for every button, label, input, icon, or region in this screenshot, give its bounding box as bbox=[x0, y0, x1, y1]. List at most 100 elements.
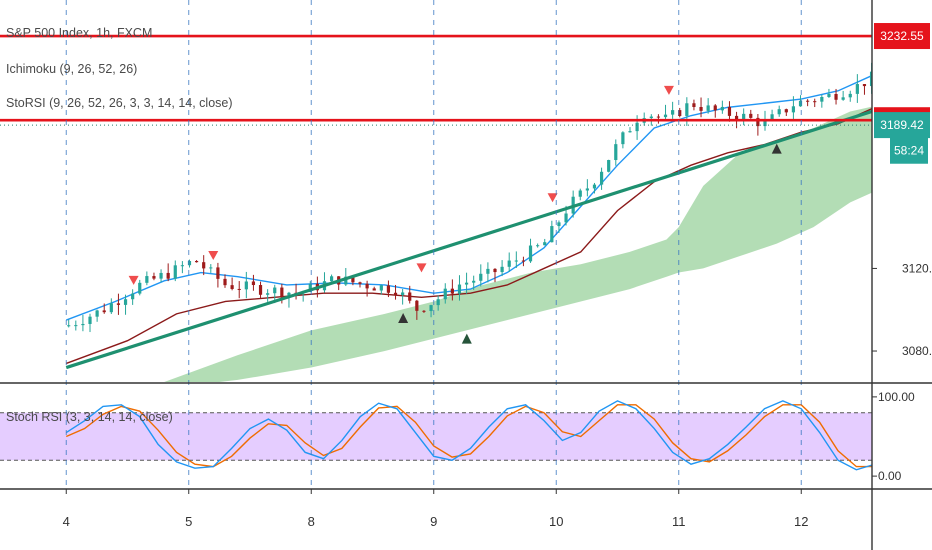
legend-stoch-rsi: Stoch RSI (3, 3, 14, 14, close) bbox=[6, 410, 173, 424]
candle-body bbox=[67, 325, 71, 327]
y-tick-label: 3120.00 bbox=[902, 261, 932, 275]
stoch-y-tick-label: 100.00 bbox=[878, 390, 915, 404]
candle-body bbox=[635, 122, 639, 132]
candle-body bbox=[436, 299, 440, 306]
x-tick-label: 10 bbox=[549, 514, 563, 529]
candle-body bbox=[855, 84, 859, 94]
candle-body bbox=[379, 285, 383, 291]
legend-ichimoku: Ichimoku (9, 26, 52, 26) bbox=[6, 62, 138, 76]
candle-body bbox=[891, 61, 894, 71]
candle-body bbox=[727, 106, 732, 116]
price-badge-label: 58:24 bbox=[894, 144, 924, 158]
x-tick-label: 11 bbox=[672, 514, 686, 529]
candle-body bbox=[692, 103, 696, 108]
legend-symbol: S&P 500 Index, 1h, FXCM bbox=[6, 26, 153, 40]
candle-body bbox=[813, 101, 817, 103]
x-tick-label: 4 bbox=[63, 514, 70, 529]
candle-body bbox=[848, 93, 852, 98]
candle-body bbox=[862, 84, 867, 87]
candle-body bbox=[820, 96, 824, 102]
candle-body bbox=[884, 71, 887, 73]
price-badge-label: 3232.55 bbox=[880, 29, 924, 43]
kijun-sen-line bbox=[66, 107, 872, 365]
buy-signal-marker bbox=[771, 143, 782, 154]
candle-body bbox=[699, 107, 703, 111]
stoch-y-tick-label: 0.00 bbox=[878, 469, 902, 483]
candle-body bbox=[450, 288, 454, 294]
sell-signal-marker bbox=[128, 275, 139, 285]
candle-body bbox=[720, 106, 724, 111]
candle-body bbox=[131, 293, 135, 300]
candle-body bbox=[344, 276, 348, 285]
candle-body bbox=[365, 283, 369, 289]
candle-body bbox=[145, 276, 149, 283]
candle-body bbox=[358, 282, 362, 284]
x-tick-label: 12 bbox=[794, 514, 808, 529]
candle-body bbox=[443, 288, 447, 300]
candle-body bbox=[88, 316, 92, 324]
price-badge bbox=[874, 23, 930, 50]
candle-body bbox=[869, 71, 872, 87]
candle-body bbox=[770, 114, 774, 121]
candle-body bbox=[834, 93, 838, 100]
candle-body bbox=[734, 115, 739, 120]
candle-body bbox=[429, 305, 433, 312]
candle-body bbox=[798, 100, 803, 107]
stoch-rsi-pane bbox=[0, 400, 872, 471]
stoch-d-line bbox=[65, 404, 872, 468]
legend-storsi: StoRSI (9, 26, 52, 26, 3, 3, 14, 14, clo… bbox=[6, 96, 233, 110]
candle-body bbox=[763, 120, 767, 127]
ascending-trendline bbox=[65, 109, 872, 370]
candle-body bbox=[749, 113, 753, 118]
candle-body bbox=[756, 117, 760, 127]
stoch-k-line bbox=[65, 400, 872, 471]
candle-body bbox=[578, 190, 582, 197]
sell-signal-marker bbox=[208, 251, 219, 261]
candle-body bbox=[123, 299, 128, 305]
candle-body bbox=[599, 171, 604, 185]
candle-body bbox=[393, 292, 398, 295]
candle-body bbox=[415, 300, 419, 311]
candle-body bbox=[422, 310, 426, 312]
sell-signal-marker bbox=[416, 263, 427, 273]
price-badge bbox=[890, 137, 928, 164]
candle-body bbox=[479, 273, 483, 281]
candle-body bbox=[521, 260, 526, 262]
candle-body bbox=[401, 292, 405, 295]
candle-body bbox=[180, 265, 184, 267]
candle-body bbox=[528, 245, 533, 262]
candle-body bbox=[173, 265, 177, 279]
candle-body bbox=[81, 323, 85, 326]
candle-body bbox=[116, 303, 121, 305]
candle-body bbox=[514, 260, 518, 262]
stoch-overbought-oversold-band bbox=[0, 412, 872, 461]
candle-body bbox=[706, 105, 710, 111]
candle-body bbox=[102, 310, 106, 313]
sell-signal-marker bbox=[915, 3, 925, 12]
candle-body bbox=[621, 132, 625, 145]
candle-body bbox=[486, 268, 490, 274]
candle-body bbox=[585, 188, 589, 191]
buy-signal-marker bbox=[461, 333, 472, 344]
candle-body bbox=[536, 245, 540, 247]
buy-signal-marker bbox=[398, 312, 409, 323]
candle-body bbox=[244, 281, 248, 290]
candle-body bbox=[500, 266, 504, 273]
x-tick-label: 5 bbox=[185, 514, 192, 529]
candle-body bbox=[372, 288, 376, 291]
candle-body bbox=[877, 72, 880, 73]
candle-body bbox=[230, 285, 234, 289]
candle-body bbox=[386, 285, 391, 293]
candle-body bbox=[791, 106, 796, 113]
candle-body bbox=[209, 267, 213, 269]
candle-body bbox=[273, 287, 277, 294]
candle-body bbox=[159, 272, 163, 279]
candle-body bbox=[649, 116, 653, 119]
sell-signal-marker bbox=[663, 85, 674, 95]
candle-body bbox=[202, 262, 206, 269]
candle-body bbox=[614, 144, 618, 161]
candle-body bbox=[543, 242, 547, 246]
candle-body bbox=[493, 268, 497, 273]
